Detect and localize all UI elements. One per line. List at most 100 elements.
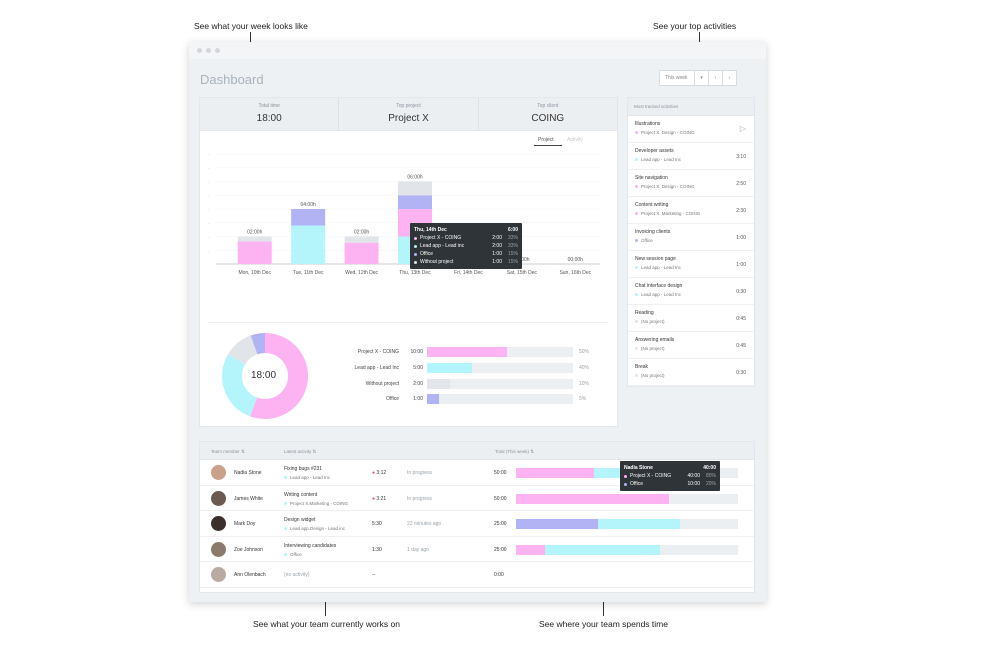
bar-segment[interactable] — [344, 242, 379, 264]
donut-slice[interactable] — [222, 333, 308, 419]
activity-project: (No project) — [641, 319, 665, 324]
range-select[interactable]: This week — [659, 70, 695, 86]
bar-segment[interactable] — [237, 241, 272, 264]
donut-slice[interactable] — [222, 333, 308, 419]
date-range-picker: This week ▾ ‹ › — [659, 70, 737, 86]
time-segment[interactable] — [544, 544, 661, 555]
bullet-icon — [284, 527, 287, 531]
bullet-icon — [284, 476, 287, 480]
task-status: 22 minutes ago — [407, 521, 442, 527]
table-row[interactable]: Mark Doy Design widget Lead app.Design - L… — [200, 511, 754, 537]
window-control-close[interactable] — [197, 48, 202, 53]
bullet-icon — [635, 131, 638, 135]
bullet-icon — [635, 239, 638, 243]
activity-item[interactable]: Chat interface design Lead app - Lead Inc… — [628, 278, 754, 305]
bar-total-label: 06:00h — [407, 175, 423, 181]
project-bar-track — [427, 347, 573, 357]
bullet-icon — [635, 374, 638, 378]
bullet-icon — [624, 482, 627, 486]
tooltip-row-pct: 80% — [705, 473, 716, 479]
activity-name: New session page — [635, 256, 676, 262]
live-dot-icon: ● — [372, 495, 376, 502]
play-icon[interactable]: ▷ — [739, 124, 746, 133]
tab-project[interactable]: Project — [538, 137, 554, 143]
activity-time: 1:00 — [736, 262, 746, 268]
donut-chart — [222, 333, 308, 419]
activity-item[interactable]: Illustrations Project X. Design - COING ▷ — [628, 116, 754, 143]
task-project: Project X.Marketing - COING — [290, 500, 349, 506]
window-control-minimize[interactable] — [206, 48, 211, 53]
time-segment[interactable] — [516, 519, 599, 529]
task-name: Fixing bugs #231 — [284, 466, 323, 472]
col-label: Latest activity — [284, 449, 312, 454]
activity-item[interactable]: New session page Lead app - Lead Inc 1:00 — [628, 251, 754, 278]
table-row[interactable]: Zoe Johnson Interviewing candidates Office… — [200, 537, 754, 562]
sort-icon: ⇅ — [530, 449, 535, 454]
project-bar-row: Without project 2:00 10% — [366, 379, 589, 389]
time-segment[interactable] — [516, 544, 545, 555]
team-tooltip: Nadia Stone 40:00 Project X - COING 40:00… — [620, 461, 720, 491]
table-row[interactable]: James White Writing content Project X.Mark… — [200, 486, 754, 511]
project-label: Office — [386, 396, 399, 402]
task-duration: 3:21 — [376, 495, 387, 502]
tooltip-total: 6:00 — [507, 227, 518, 233]
window-control-maximize[interactable] — [215, 48, 220, 53]
time-segment[interactable] — [598, 519, 681, 529]
time-distribution-bar[interactable] — [516, 544, 738, 555]
activity-item[interactable]: Content writing Project X. Marketing - CO… — [628, 197, 754, 224]
activity-item[interactable]: Answering emails (No project) 0:45 — [628, 332, 754, 359]
bullet-icon — [414, 236, 417, 240]
bar-segment[interactable] — [237, 236, 272, 242]
col-team-member[interactable]: Team member ⇅ — [211, 449, 245, 455]
y-tick-mark: -- — [208, 153, 211, 157]
tab-activity[interactable]: Activity — [567, 137, 583, 143]
activity-item[interactable]: Reading (No project) 0:45 — [628, 305, 754, 332]
callout-team-now: See what your team currently works on — [253, 619, 400, 629]
bar-segment[interactable] — [398, 181, 432, 196]
tooltip-row-pct: 20% — [705, 481, 716, 487]
bar-segment[interactable] — [398, 195, 432, 209]
bullet-icon — [284, 552, 287, 556]
activity-item[interactable]: Developer assets Lead app - Lead Inc 3:10 — [628, 143, 754, 170]
task-status: In progress — [407, 495, 433, 502]
activity-item[interactable]: Site navigation Project X. Design - COING… — [628, 170, 754, 197]
activity-item[interactable]: Break (No project) 0:30 — [628, 359, 754, 386]
bullet-icon — [635, 212, 638, 216]
chevron-left-icon[interactable]: ‹ — [708, 70, 723, 86]
activity-name: Chat interface design — [635, 283, 683, 289]
chevron-right-icon[interactable]: › — [722, 70, 737, 86]
activity-project: Lead app - Lead Inc — [641, 292, 682, 297]
col-total[interactable]: Total (This week) ⇅ — [495, 449, 534, 455]
bar-segment[interactable] — [344, 236, 379, 243]
time-segment[interactable] — [593, 468, 632, 478]
time-distribution-bar[interactable] — [516, 493, 738, 504]
bullet-icon — [635, 320, 638, 324]
bar-segment[interactable] — [291, 209, 326, 226]
project-bar-row: Project X - COING 10:00 50% — [358, 347, 589, 357]
chevron-down-icon[interactable]: ▾ — [694, 70, 709, 86]
bullet-icon — [414, 252, 417, 256]
member-name: Zoe Johnson — [234, 546, 263, 553]
task-name: (no activity) — [284, 572, 310, 578]
time-distribution-bar[interactable] — [516, 519, 738, 529]
bar-segment[interactable] — [291, 225, 326, 265]
project-time: 1:00 — [413, 396, 423, 402]
tooltip-row-time: 10:00 — [687, 481, 700, 487]
activity-time: 0:45 — [736, 316, 746, 322]
avatar — [211, 516, 226, 531]
table-row[interactable]: Ann Olenbach (no activity) -- 0:00 — [200, 562, 754, 588]
time-segment[interactable] — [516, 493, 670, 504]
activity-name: Content writing — [635, 202, 669, 208]
member-name: Nadia Stone — [234, 470, 262, 476]
activity-item[interactable]: Invoicing clients Office 1:00 — [628, 224, 754, 251]
task-project: Lead app - Lead Inc — [290, 475, 331, 480]
panel-title: Most tracked activities — [628, 98, 754, 116]
activity-project: Project X. Design - COING — [641, 130, 695, 135]
tooltip-row-pct: 33% — [507, 235, 518, 241]
activity-time: 0:30 — [736, 370, 746, 376]
bullet-icon — [414, 260, 417, 264]
time-segment[interactable] — [516, 468, 594, 478]
col-latest-activity[interactable]: Latest activity ⇅ — [284, 449, 316, 455]
member-total: 25:00 — [494, 546, 507, 553]
tooltip-row: Project X - COING 2:00 33% — [414, 234, 518, 242]
